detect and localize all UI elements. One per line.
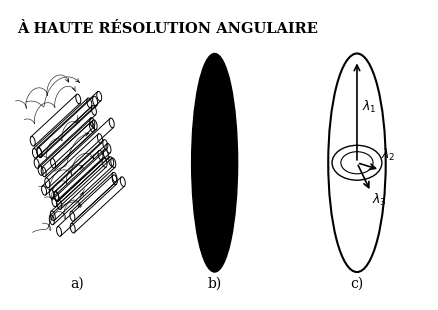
Ellipse shape [332, 145, 382, 180]
Text: b): b) [208, 277, 222, 291]
Text: À HAUTE RÉSOLUTION ANGULAIRE: À HAUTE RÉSOLUTION ANGULAIRE [18, 22, 318, 36]
Ellipse shape [341, 152, 373, 174]
Text: $\lambda_1$: $\lambda_1$ [362, 99, 376, 115]
Ellipse shape [328, 54, 386, 272]
Ellipse shape [192, 54, 237, 272]
Text: $\lambda_3$: $\lambda_3$ [372, 192, 387, 208]
Text: c): c) [350, 277, 364, 291]
Text: a): a) [70, 277, 84, 291]
Text: $\lambda_2$: $\lambda_2$ [381, 147, 396, 163]
